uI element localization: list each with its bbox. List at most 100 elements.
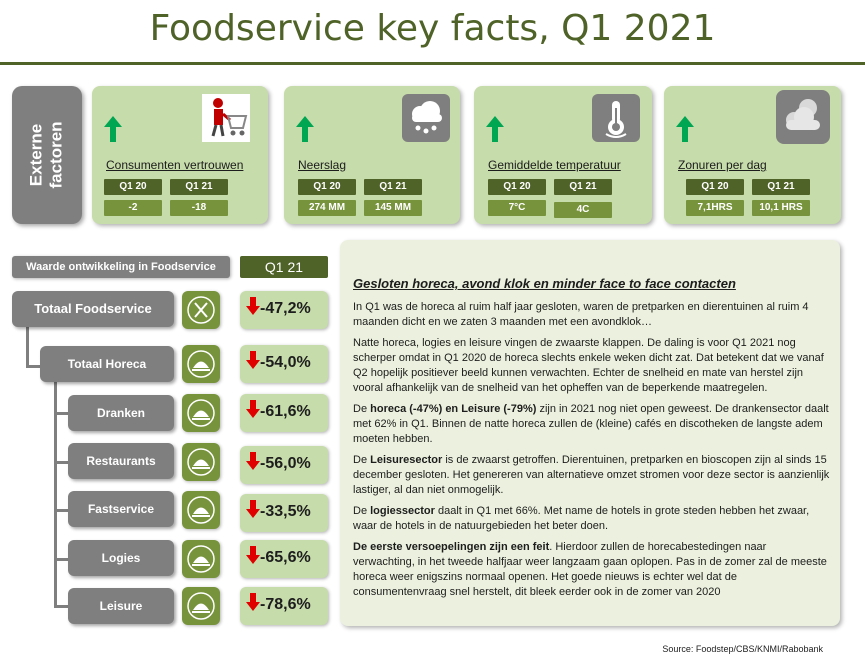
tree-connector: [54, 412, 69, 415]
title-rule: [0, 62, 865, 65]
externe-factoren-label: Externe factoren: [12, 86, 82, 224]
factor-header-q1-21: Q1 21: [364, 179, 422, 195]
tree-connector: [54, 382, 57, 607]
text-run: . Hierdoor zullen de horecabestedingen n…: [353, 541, 827, 598]
pct-box: -78,6%: [240, 587, 328, 625]
arrow-down-icon: [246, 452, 260, 470]
factor-header-q1-20: Q1 20: [104, 179, 162, 195]
tree-connector: [54, 558, 69, 561]
source-note: Source: Foodstep/CBS/KNMI/Rabobank: [662, 644, 823, 654]
factor-card-temperatuur: Gemiddelde temperatuur Q1 20 Q1 21 7°C 4…: [474, 86, 652, 224]
arrow-down-icon: [246, 351, 260, 369]
q1-21-header: Q1 21: [240, 256, 328, 278]
commentary-panel: Gesloten horeca, avond klok en minder fa…: [340, 240, 840, 626]
factor-label: Zonuren per dag: [678, 158, 767, 172]
factor-value-q1-21: -18: [170, 200, 228, 216]
text-bold: horeca (-47%) en Leisure (-79%): [370, 403, 537, 415]
tree-node-restaurants: Restaurants: [68, 443, 174, 479]
pct-box: -65,6%: [240, 540, 328, 578]
paragraph: De Leisuresector is de zwaarst getroffen…: [353, 453, 831, 498]
factor-value-q1-20: 274 MM: [298, 200, 356, 216]
cloche-icon: [182, 443, 220, 481]
tree-connector: [26, 365, 41, 368]
text-bold: logiessector: [370, 505, 435, 517]
factor-value-q1-21: 145 MM: [364, 200, 422, 216]
pct-value: -61,6%: [260, 403, 311, 420]
cloche-icon: [182, 491, 220, 529]
tree-node-dranken: Dranken: [68, 395, 174, 431]
tree-connector: [54, 605, 69, 608]
text-run: zijn in 2021 nog niet open geweest. De d…: [353, 403, 829, 445]
factor-label: Neerslag: [298, 158, 347, 172]
pct-box: -47,2%: [240, 291, 328, 329]
tree-node-fastservice: Fastservice: [68, 491, 174, 527]
text-run: De: [353, 454, 371, 466]
factor-header-q1-20: Q1 20: [686, 179, 744, 195]
arrow-down-icon: [246, 546, 260, 564]
pct-box: -61,6%: [240, 394, 328, 432]
pct-box: -54,0%: [240, 345, 328, 383]
factor-header-q1-21: Q1 21: [170, 179, 228, 195]
pct-value: -56,0%: [260, 455, 311, 472]
text-bold: Leisuresector: [370, 454, 443, 466]
factor-value-q1-20: 7°C: [488, 200, 546, 216]
cutlery-icon: [182, 291, 220, 329]
arrow-down-icon: [246, 297, 260, 315]
pct-value: -65,6%: [260, 549, 311, 566]
arrow-down-icon: [246, 400, 260, 418]
pct-box: -33,5%: [240, 494, 328, 532]
text-run: De: [353, 505, 371, 517]
cloche-icon: [182, 345, 220, 383]
pct-box: -56,0%: [240, 446, 328, 484]
tree-node-totaal-horeca: Totaal Horeca: [40, 346, 174, 382]
tree-node-leisure: Leisure: [68, 588, 174, 624]
factor-card-zonuren: Zonuren per dag Q1 20 Q1 21 7,1HRS 10,1 …: [664, 86, 841, 224]
text-run: is de zwaarst getroffen. Dierentuinen, p…: [353, 454, 830, 496]
paragraph: De horeca (-47%) en Leisure (-79%) zijn …: [353, 402, 831, 447]
tree-connector: [54, 461, 69, 464]
paragraph: De eerste versoepelingen zijn een feit. …: [353, 540, 831, 600]
pct-value: -54,0%: [260, 354, 311, 371]
factor-header-q1-20: Q1 20: [488, 179, 546, 195]
paragraph: In Q1 was de horeca al ruim half jaar ge…: [353, 301, 809, 328]
arrow-down-icon: [246, 500, 260, 518]
externe-factoren-text: Externe factoren: [26, 121, 66, 189]
tree-connector: [54, 509, 69, 512]
factor-header-q1-21: Q1 21: [752, 179, 810, 195]
arrow-up-icon: [296, 116, 314, 142]
pct-value: -78,6%: [260, 596, 311, 613]
text-run: De: [353, 403, 371, 415]
cloche-icon: [182, 587, 220, 625]
arrow-down-icon: [246, 593, 260, 611]
factor-value-q1-21: 4C: [554, 202, 612, 218]
commentary-body: In Q1 was de horeca al ruim half jaar ge…: [353, 300, 831, 606]
factor-header-q1-20: Q1 20: [298, 179, 356, 195]
tree-node-totaal-foodservice: Totaal Foodservice: [12, 291, 174, 327]
cloche-icon: [182, 394, 220, 432]
page-title: Foodservice key facts, Q1 2021: [149, 8, 716, 49]
text-bold: De eerste versoepelingen zijn een feit: [353, 541, 550, 553]
factor-value-q1-21: 10,1 HRS: [752, 200, 810, 216]
factor-label: Consumenten vertrouwen: [106, 158, 244, 172]
factor-card-neerslag: Neerslag Q1 20 Q1 21 274 MM 145 MM: [284, 86, 460, 224]
rain-cloud-icon: [402, 94, 450, 142]
arrow-up-icon: [486, 116, 504, 142]
pct-value: -33,5%: [260, 503, 311, 520]
tree-connector: [26, 326, 29, 368]
factor-card-consumenten: Consumenten vertrouwen Q1 20 Q1 21 -2 -1…: [92, 86, 268, 224]
thermometer-icon: [592, 94, 640, 142]
paragraph: Natte horeca, logies en leisure vingen d…: [353, 337, 824, 394]
factor-label: Gemiddelde temperatuur: [488, 158, 621, 172]
cloudy-sun-icon: [776, 90, 830, 144]
paragraph: De logiessector daalt in Q1 met 66%. Met…: [353, 504, 831, 534]
tree-node-logies: Logies: [68, 540, 174, 576]
section-title: Waarde ontwikkeling in Foodservice: [12, 256, 230, 278]
arrow-up-icon: [104, 116, 122, 142]
pct-value: -47,2%: [260, 300, 311, 317]
text-run: daalt in Q1 met 66%. Met name de hotels …: [353, 505, 810, 532]
cloche-icon: [182, 540, 220, 578]
shopping-cart-person-icon: [202, 94, 250, 142]
factor-value-q1-20: -2: [104, 200, 162, 216]
factor-header-q1-21: Q1 21: [554, 179, 612, 195]
commentary-title: Gesloten horeca, avond klok en minder fa…: [353, 276, 736, 291]
